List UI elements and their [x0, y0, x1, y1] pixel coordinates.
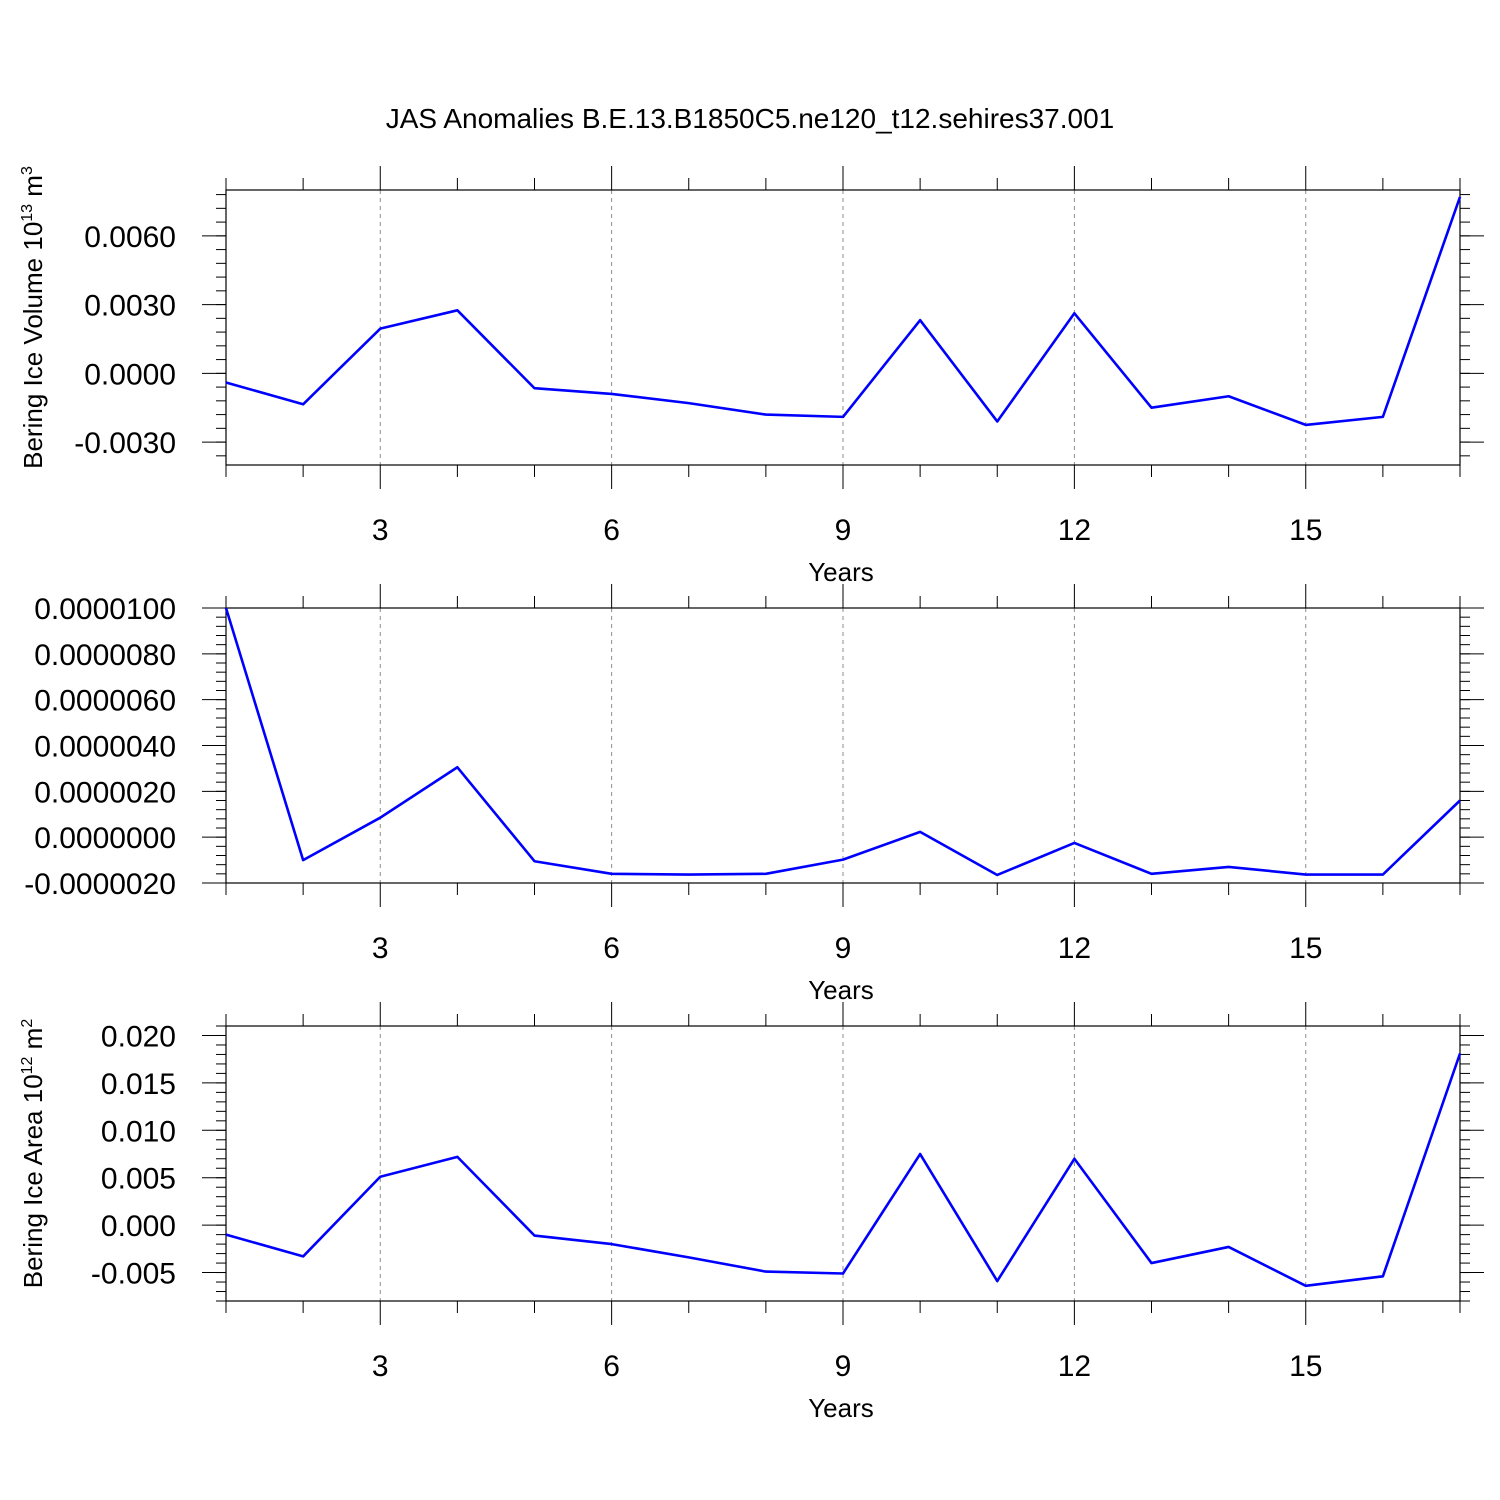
x-tick-label: 9	[835, 932, 852, 965]
x-tick-label: 6	[603, 932, 620, 965]
y-tick-label: -0.0000020	[24, 868, 176, 901]
y-tick-label: 0.010	[101, 1115, 176, 1148]
y-axis-label-superscript: 2	[19, 1019, 36, 1028]
y-axis-label-text: m	[18, 1028, 48, 1057]
x-tick-label: 15	[1289, 514, 1322, 547]
series-line	[225, 196, 1462, 427]
y-tick-label: 0.0000060	[34, 685, 176, 718]
y-axis-label-text: Bering Ice Area 10	[18, 1074, 48, 1288]
x-tick-label: 3	[372, 932, 389, 965]
y-tick-label: 0.0000020	[34, 776, 176, 809]
y-tick-label: 0.0000080	[34, 639, 176, 672]
x-tick-label: 9	[835, 514, 852, 547]
y-tick-label: 0.000	[101, 1210, 176, 1243]
y-axis-label: Bering Ice Area 1012 m2	[18, 1019, 48, 1289]
chart-panel-2: -0.0000020 0.0000000 0.0000020 0.0000040 0.0…	[24, 584, 1484, 1005]
x-tick-label: 6	[603, 1350, 620, 1383]
x-tick-label: 15	[1289, 932, 1322, 965]
y-tick-label: 0.0000100	[34, 593, 176, 626]
y-tick-label: 0.020	[101, 1020, 176, 1053]
x-tick-label: 6	[603, 514, 620, 547]
y-tick-label: 0.015	[101, 1068, 176, 1101]
y-tick-label: 0.005	[101, 1163, 176, 1196]
y-axis-label-text: Bering Ice Volume 10	[18, 222, 48, 469]
series-line	[224, 607, 1461, 877]
x-axis-label: Years	[808, 1393, 874, 1423]
series-line	[225, 1053, 1462, 1288]
x-tick-label: 12	[1058, 932, 1091, 965]
y-tick-label: 0.0000040	[34, 731, 176, 764]
x-tick-label: 12	[1058, 514, 1091, 547]
y-tick-label: -0.0030	[74, 427, 176, 460]
x-tick-label: 3	[372, 1350, 389, 1383]
y-tick-label: 0.0000	[84, 358, 176, 391]
chart-panel-1: -0.0030 0.0000 0.0030 0.0060 3 6 9 12 15 Years Ber…	[18, 166, 1484, 587]
x-axis-label: Years	[808, 975, 874, 1005]
y-tick-label: 0.0000000	[34, 822, 176, 855]
y-tick-label: -0.005	[91, 1258, 176, 1291]
x-tick-label: 12	[1058, 1350, 1091, 1383]
y-axis-label: Bering Ice Volume 1013 m3	[18, 166, 48, 469]
y-axis-label-text: m	[18, 175, 48, 204]
x-tick-label: 9	[835, 1350, 852, 1383]
y-axis-label-superscript: 12	[19, 1056, 36, 1074]
y-axis-label-superscript: 3	[19, 166, 36, 175]
y-axis-label-superscript: 13	[19, 204, 36, 222]
chart-panel-3: -0.005 0.000 0.005 0.010 0.015 0.020 3 6 9 12 15 Ye…	[18, 1002, 1484, 1423]
y-tick-label: 0.0030	[84, 290, 176, 323]
x-tick-label: 15	[1289, 1350, 1322, 1383]
y-tick-label: 0.0060	[84, 221, 176, 254]
figure-title: JAS Anomalies B.E.13.B1850C5.ne120_t12.s…	[386, 103, 1115, 134]
x-tick-label: 3	[372, 514, 389, 547]
x-axis-label: Years	[808, 557, 874, 587]
